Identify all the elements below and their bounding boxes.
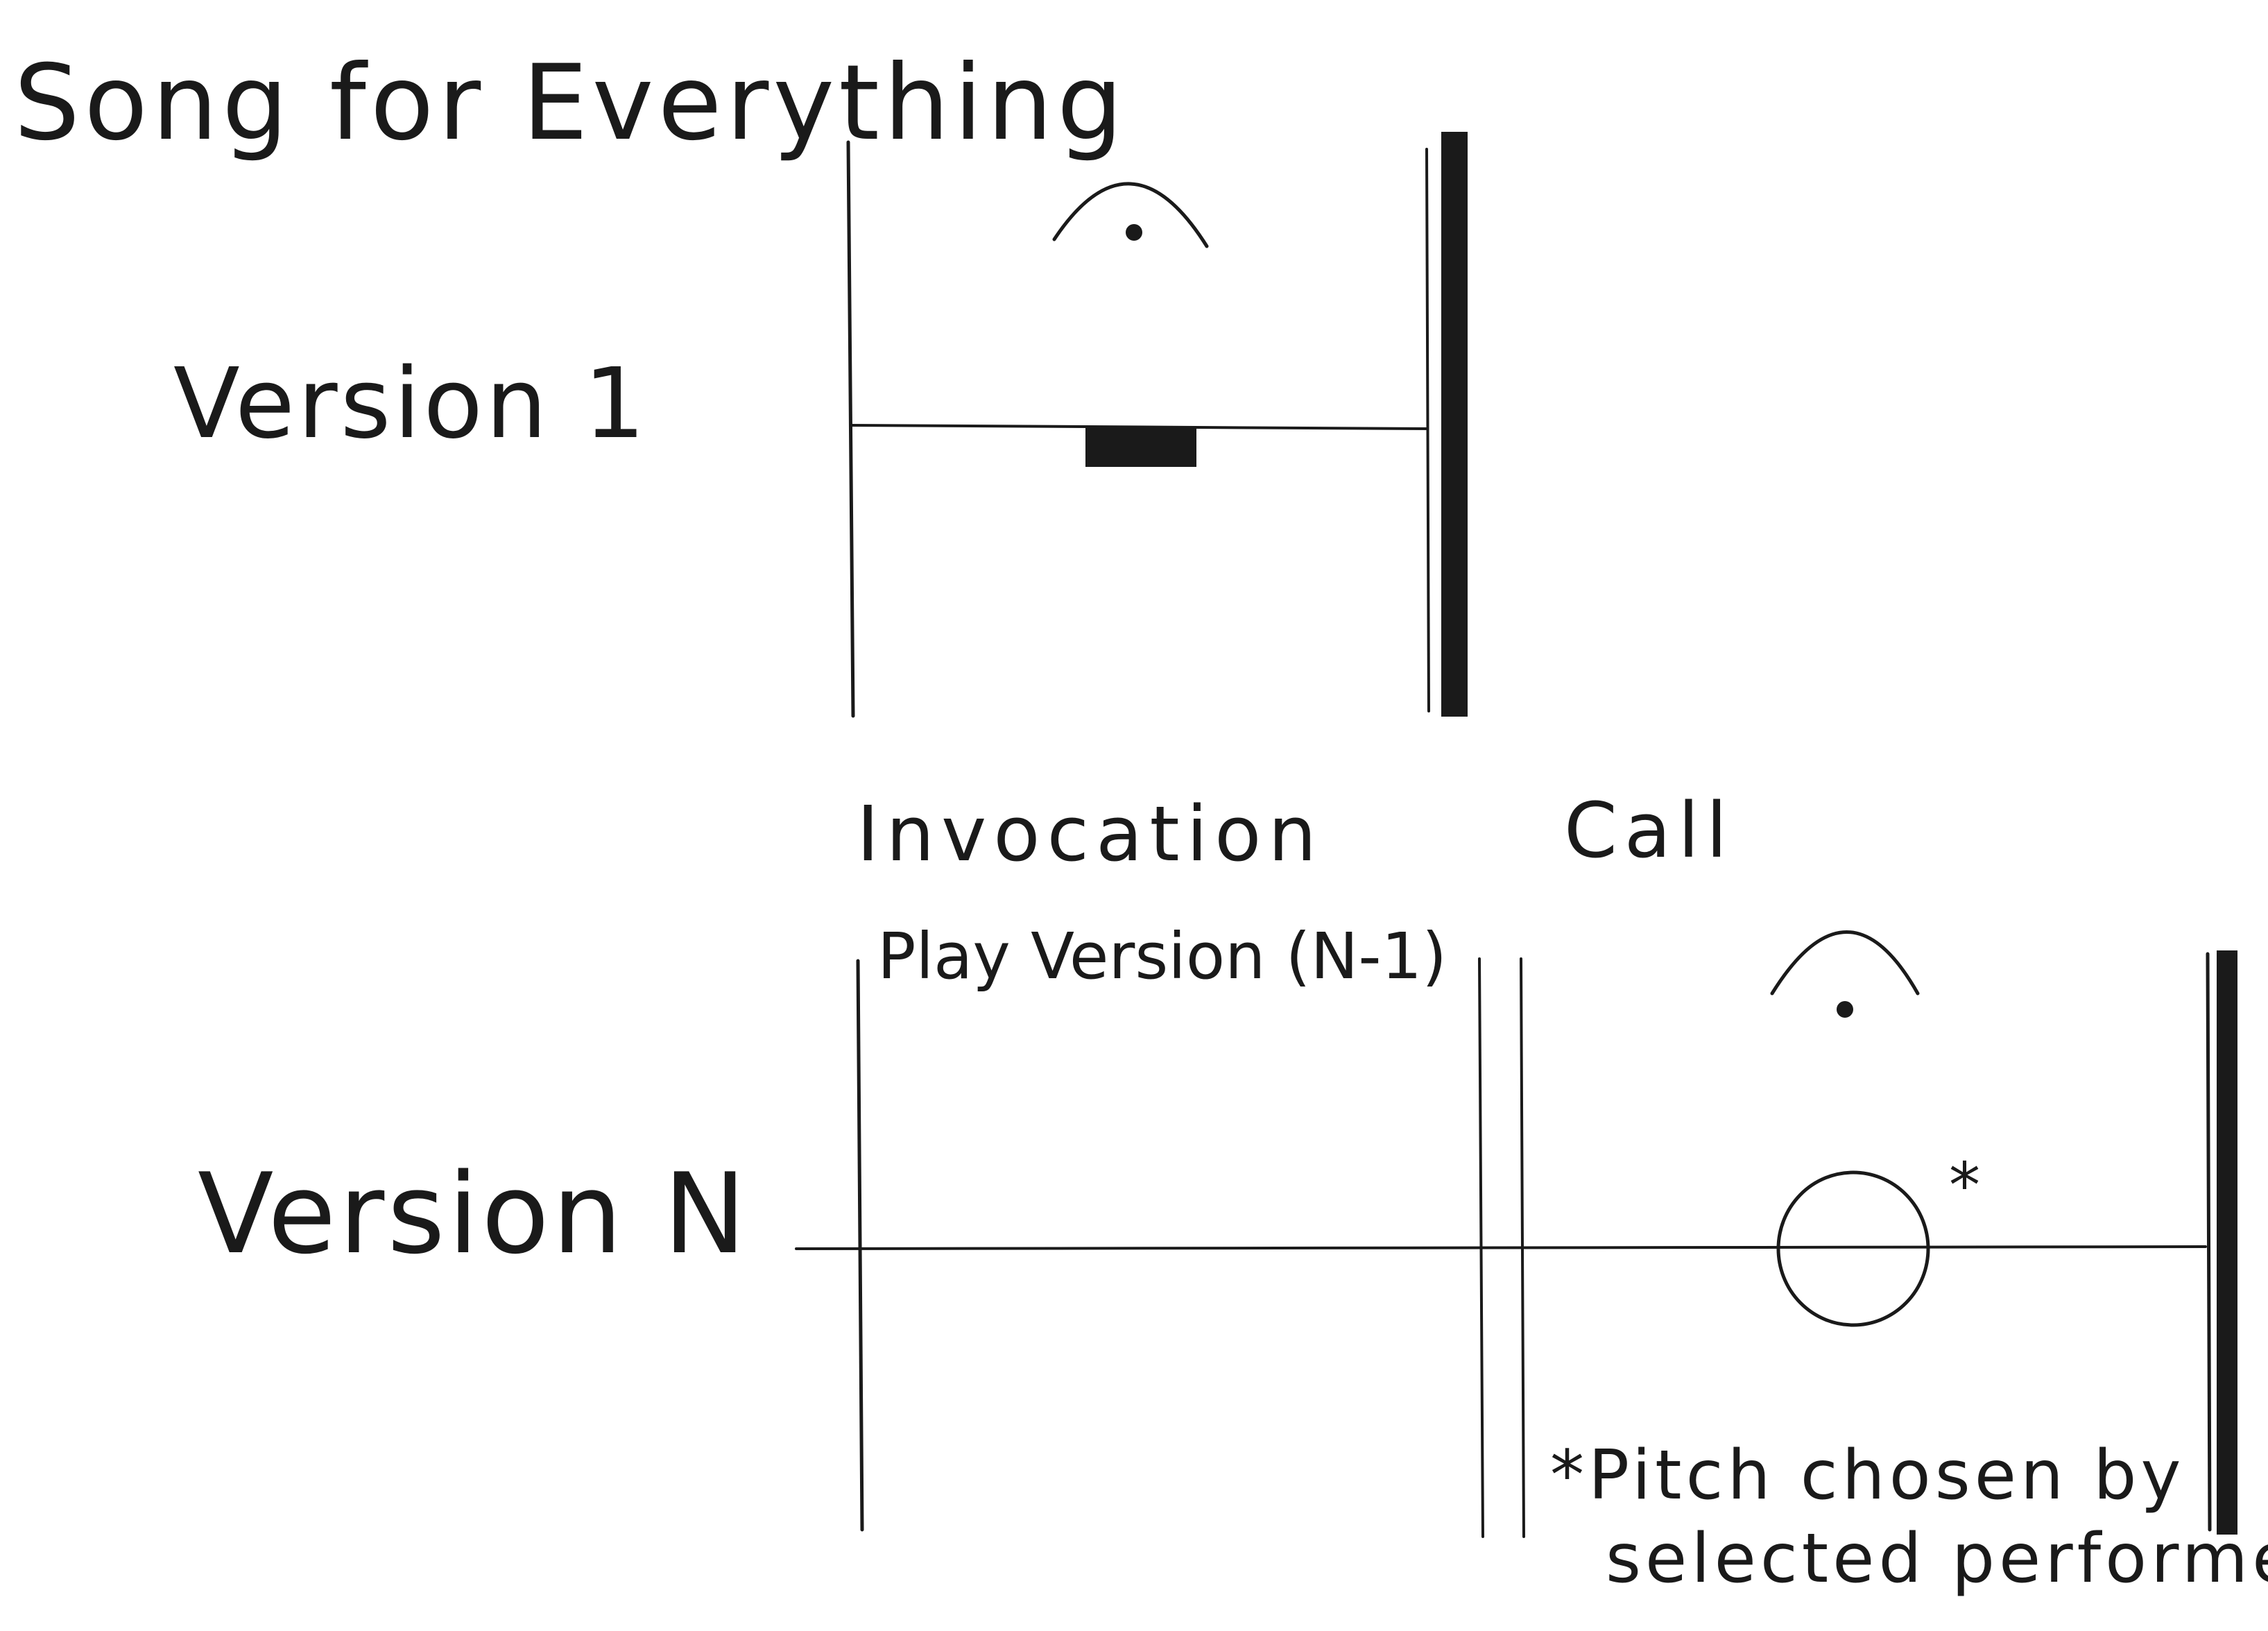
section-double-barline-right — [1520, 957, 1525, 1538]
version-1-fermata-dot — [1126, 224, 1142, 241]
score-title: Song for Everything — [14, 43, 1127, 164]
version-n-staff-line — [795, 1245, 2207, 1250]
version-1-final-thin-barline — [1425, 148, 1430, 712]
version-n-instruction: Play Version (N-1) — [877, 919, 1447, 993]
version-n-label: Version N — [198, 1149, 749, 1279]
section-label-call: Call — [1564, 786, 1734, 875]
version-n-final-thin-barline — [2206, 952, 2212, 1532]
version-1-label: Version 1 — [173, 348, 648, 461]
version-n-final-thick-barline — [2217, 950, 2237, 1535]
version-1-fermata-arc — [1052, 182, 1209, 248]
footnote-line-2: selected performer — [1606, 1519, 2268, 1598]
version-1-opening-barline — [846, 140, 855, 718]
version-n-system: Invocation Call Play Version (N-1) Versi… — [198, 786, 2268, 1598]
chosen-pitch-whole-note — [1776, 1170, 1930, 1327]
section-label-invocation: Invocation — [857, 789, 1323, 878]
version-1-system: Version 1 — [173, 132, 1468, 718]
version-1-held-note — [1085, 427, 1196, 467]
version-n-fermata-dot — [1837, 1001, 1853, 1018]
footnote-marker: * — [1949, 1150, 1980, 1222]
section-double-barline-left — [1478, 957, 1484, 1538]
version-n-fermata-arc — [1770, 930, 1920, 996]
version-n-opening-barline — [856, 959, 864, 1532]
footnote-line-1: *Pitch chosen by — [1550, 1436, 2185, 1515]
version-1-final-thick-barline — [1441, 132, 1468, 717]
